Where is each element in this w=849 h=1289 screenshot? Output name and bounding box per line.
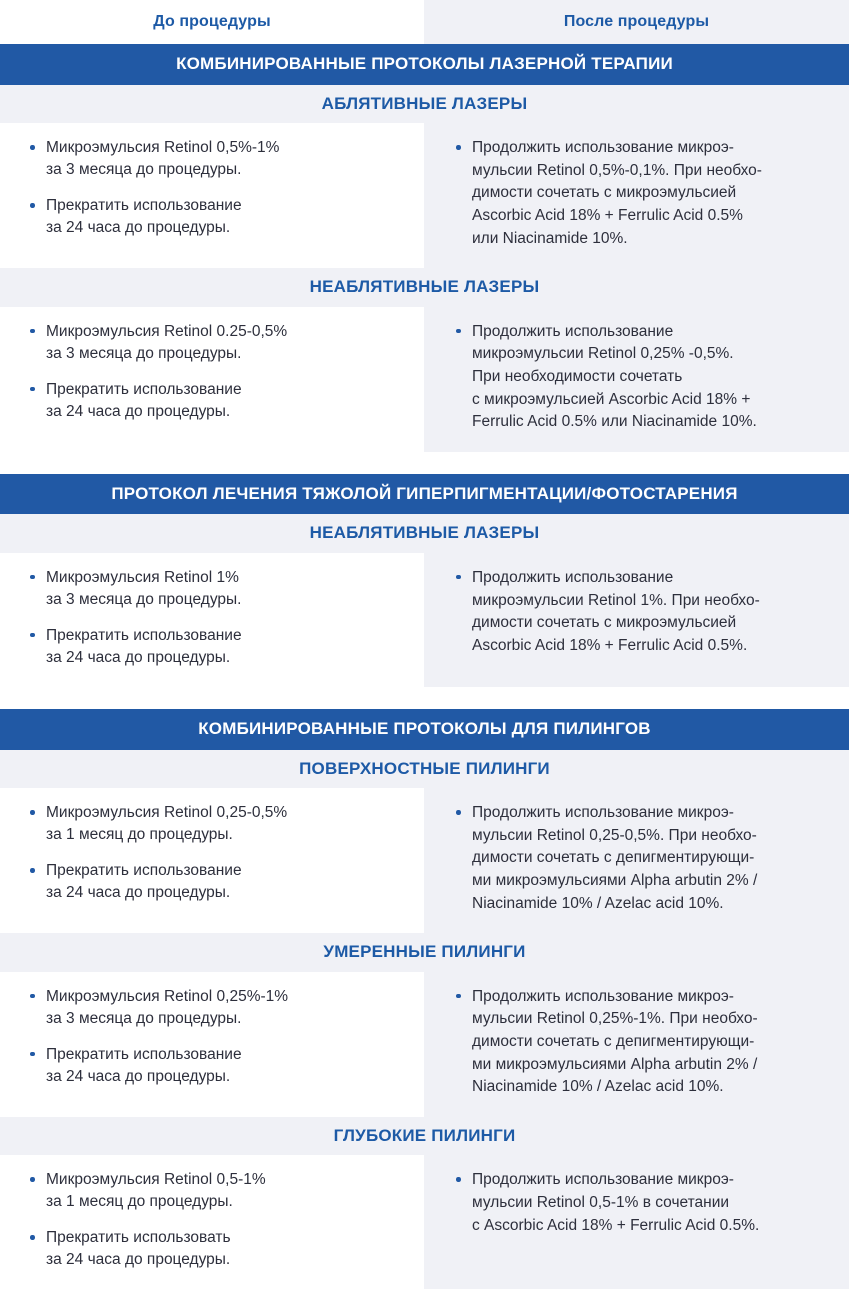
recommendation-list: Микроэмульсия Retinol 1% за 3 месяца до … (30, 567, 406, 669)
section-subheader: НЕАБЛЯТИВНЫЕ ЛАЗЕРЫ (0, 514, 849, 553)
recommendation-item: Продолжить использование микроэ- мульсии… (456, 137, 827, 250)
cell-before-procedure: Микроэмульсия Retinol 0,5-1% за 1 месяц … (0, 1155, 424, 1289)
cell-before-procedure: Микроэмульсия Retinol 0,25-0,5% за 1 мес… (0, 788, 424, 934)
section-row: Микроэмульсия Retinol 1% за 3 месяца до … (0, 552, 849, 687)
section-row: Микроэмульсия Retinol 0,25-0,5% за 1 мес… (0, 788, 849, 934)
recommendation-item: Продолжить использование микроэмульсии R… (456, 321, 827, 434)
recommendation-list: Микроэмульсия Retinol 0,25-0,5% за 1 мес… (30, 802, 406, 904)
block-separator (0, 686, 849, 709)
recommendation-list: Продолжить использование микроэ- мульсии… (456, 1169, 827, 1237)
recommendation-list: Микроэмульсия Retinol 0.25-0,5% за 3 мес… (30, 321, 406, 423)
section-subheader: УМЕРЕННЫЕ ПИЛИНГИ (0, 933, 849, 972)
recommendation-item: Микроэмульсия Retinol 0,5%-1% за 3 месяц… (30, 137, 406, 181)
cell-after-procedure: Продолжить использование микроэ- мульсии… (424, 788, 849, 934)
section-row: Микроэмульсия Retinol 0,25%-1% за 3 меся… (0, 971, 849, 1117)
block-separator (0, 451, 849, 474)
recommendation-list: Микроэмульсия Retinol 0,5-1% за 1 месяц … (30, 1169, 406, 1271)
recommendation-list: Продолжить использование микроэмульсии R… (456, 321, 827, 434)
recommendation-item: Микроэмульсия Retinol 0.25-0,5% за 3 мес… (30, 321, 406, 365)
protocol-banner: ПРОТОКОЛ ЛЕЧЕНИЯ ТЯЖОЛОЙ ГИПЕРПИГМЕНТАЦИ… (0, 473, 849, 515)
column-header-after: После процедуры (424, 0, 849, 44)
recommendation-item: Продолжить использование микроэ- мульсии… (456, 1169, 827, 1237)
recommendation-list: Микроэмульсия Retinol 0,25%-1% за 3 меся… (30, 986, 406, 1088)
cell-before-procedure: Микроэмульсия Retinol 0,5%-1% за 3 месяц… (0, 123, 424, 269)
recommendation-item: Прекратить использование за 24 часа до п… (30, 1044, 406, 1088)
recommendation-item: Микроэмульсия Retinol 0,5-1% за 1 месяц … (30, 1169, 406, 1213)
cell-after-procedure: Продолжить использование микроэ- мульсии… (424, 971, 849, 1117)
column-header-row: До процедуры После процедуры (0, 0, 849, 44)
recommendation-item: Микроэмульсия Retinol 0,25%-1% за 3 меся… (30, 986, 406, 1030)
section-row: Микроэмульсия Retinol 0.25-0,5% за 3 мес… (0, 306, 849, 452)
section-row: Микроэмульсия Retinol 0,5%-1% за 3 месяц… (0, 123, 849, 269)
section-subheader: АБЛЯТИВНЫЕ ЛАЗЕРЫ (0, 84, 849, 124)
recommendation-item: Микроэмульсия Retinol 1% за 3 месяца до … (30, 567, 406, 611)
recommendation-item: Продолжить использование микроэмульсии R… (456, 567, 827, 658)
cell-before-procedure: Микроэмульсия Retinol 0,25%-1% за 3 меся… (0, 971, 424, 1117)
recommendation-item: Прекратить использование за 24 часа до п… (30, 625, 406, 669)
recommendation-item: Прекратить использование за 24 часа до п… (30, 379, 406, 423)
section-subheader: НЕАБЛЯТИВНЫЕ ЛАЗЕРЫ (0, 268, 849, 307)
protocol-banner: КОМБИНИРОВАННЫЕ ПРОТОКОЛЫ ЛАЗЕРНОЙ ТЕРАП… (0, 44, 849, 85)
recommendation-item: Прекратить использование за 24 часа до п… (30, 195, 406, 239)
protocol-banner: КОМБИНИРОВАННЫЕ ПРОТОКОЛЫ ДЛЯ ПИЛИНГОВ (0, 708, 849, 750)
cell-after-procedure: Продолжить использование микроэмульсии R… (424, 306, 849, 452)
section-subheader: ПОВЕРХНОСТНЫЕ ПИЛИНГИ (0, 749, 849, 789)
recommendation-item: Прекратить использовать за 24 часа до пр… (30, 1227, 406, 1271)
recommendation-list: Продолжить использование микроэмульсии R… (456, 567, 827, 658)
cell-before-procedure: Микроэмульсия Retinol 0.25-0,5% за 3 мес… (0, 306, 424, 452)
recommendation-item: Продолжить использование микроэ- мульсии… (456, 802, 827, 915)
cell-before-procedure: Микроэмульсия Retinol 1% за 3 месяца до … (0, 552, 424, 687)
recommendation-item: Микроэмульсия Retinol 0,25-0,5% за 1 мес… (30, 802, 406, 846)
section-subheader: ГЛУБОКИЕ ПИЛИНГИ (0, 1116, 849, 1156)
cell-after-procedure: Продолжить использование микроэ- мульсии… (424, 1155, 849, 1289)
protocol-blocks: КОМБИНИРОВАННЫЕ ПРОТОКОЛЫ ЛАЗЕРНОЙ ТЕРАП… (0, 44, 849, 1289)
recommendation-item: Прекратить использование за 24 часа до п… (30, 860, 406, 904)
recommendation-list: Микроэмульсия Retinol 0,5%-1% за 3 месяц… (30, 137, 406, 239)
recommendation-list: Продолжить использование микроэ- мульсии… (456, 802, 827, 915)
column-header-before: До процедуры (0, 0, 424, 44)
section-row: Микроэмульсия Retinol 0,5-1% за 1 месяц … (0, 1155, 849, 1289)
cell-after-procedure: Продолжить использование микроэ- мульсии… (424, 123, 849, 269)
recommendation-list: Продолжить использование микроэ- мульсии… (456, 986, 827, 1099)
recommendation-item: Продолжить использование микроэ- мульсии… (456, 986, 827, 1099)
cell-after-procedure: Продолжить использование микроэмульсии R… (424, 552, 849, 687)
recommendation-list: Продолжить использование микроэ- мульсии… (456, 137, 827, 250)
